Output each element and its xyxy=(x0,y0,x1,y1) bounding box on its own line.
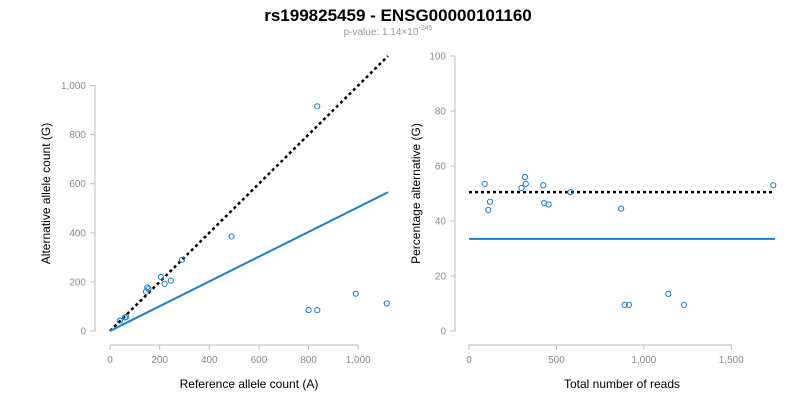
x-tick-label: 800 xyxy=(300,355,317,366)
data-point xyxy=(625,301,633,308)
data-point xyxy=(522,180,529,187)
data-point xyxy=(305,307,312,314)
chart-title: rs199825459 - ENSG00000101160 xyxy=(264,6,532,25)
data-point xyxy=(314,307,321,314)
y-tick-label: 1,000 xyxy=(61,81,86,92)
data-point xyxy=(178,256,186,263)
y-tick-label: 60 xyxy=(435,162,447,173)
y-tick-label: 40 xyxy=(435,217,447,228)
p-value-text: p-value: 1.14×10 xyxy=(344,27,419,38)
data-point xyxy=(770,182,777,189)
y-tick-label: 0 xyxy=(440,327,446,338)
percentage-panel: 0 500 1,000 1,500 0 20 40 60 80 100 Total number o… xyxy=(409,52,777,391)
y-tick-label: 800 xyxy=(69,130,86,141)
data-point xyxy=(518,184,525,192)
y-tick-label: 80 xyxy=(435,107,447,118)
data-point xyxy=(228,233,235,240)
x-tick-label: 600 xyxy=(251,355,268,366)
y-tick-label: 20 xyxy=(435,272,447,283)
data-point xyxy=(383,300,390,307)
x-axis-title: Reference allele count (A) xyxy=(180,377,319,391)
data-point xyxy=(144,284,151,291)
fit-line xyxy=(109,191,389,332)
x-tick-label: 0 xyxy=(466,355,472,366)
x-axis-title: Total number of reads xyxy=(564,377,680,391)
data-point xyxy=(145,285,152,292)
data-point xyxy=(521,173,529,181)
data-point xyxy=(540,182,547,189)
data-point xyxy=(481,180,488,187)
data-point xyxy=(485,206,492,214)
x-tick-label: 500 xyxy=(548,355,565,366)
y-axis-title: Alternative allele count (G) xyxy=(39,123,53,264)
x-tick-label: 0 xyxy=(107,355,113,366)
data-point xyxy=(167,277,174,284)
data-point xyxy=(545,201,552,208)
data-point xyxy=(621,301,628,308)
data-point xyxy=(123,313,130,320)
x-tick-label: 200 xyxy=(151,355,168,366)
data-point xyxy=(352,290,359,297)
data-point xyxy=(161,280,168,287)
y-tick-label: 600 xyxy=(69,179,86,190)
data-point xyxy=(314,103,321,110)
p-value-label: p-value: 1.14×10-245 xyxy=(344,25,433,38)
data-point xyxy=(618,205,625,212)
x-tick-label: 1,500 xyxy=(719,355,744,366)
allele-count-panel: 0 200 400 600 800 1,000 0 200 400 600 800 1,000 Refe… xyxy=(39,55,390,391)
reference-line xyxy=(109,55,389,332)
data-point xyxy=(157,273,164,281)
y-axis-title: Percentage alternative (G) xyxy=(409,123,423,264)
data-point xyxy=(567,189,574,196)
y-tick-label: 400 xyxy=(69,228,86,239)
data-point xyxy=(486,198,494,205)
data-point xyxy=(116,317,124,324)
data-point xyxy=(680,301,688,308)
x-tick-label: 400 xyxy=(201,355,218,366)
p-value-exponent: -245 xyxy=(418,25,432,32)
y-tick-label: 200 xyxy=(69,277,86,288)
data-point xyxy=(665,290,672,297)
y-tick-label: 100 xyxy=(429,52,446,63)
x-tick-label: 1,000 xyxy=(631,355,656,366)
x-tick-label: 1,000 xyxy=(346,355,371,366)
y-tick-label: 0 xyxy=(80,327,86,338)
